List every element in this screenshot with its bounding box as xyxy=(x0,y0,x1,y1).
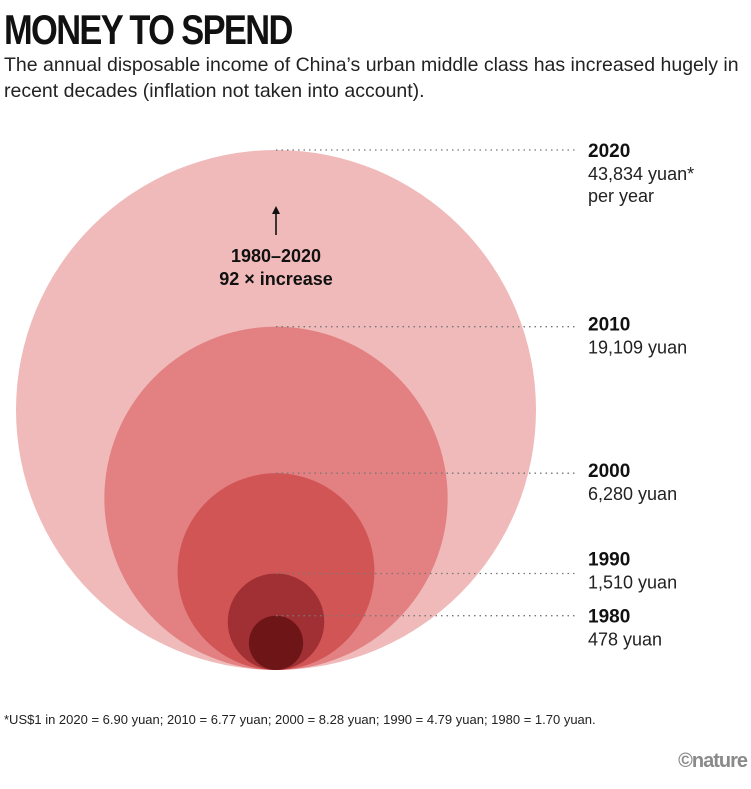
value-label-2020: per year xyxy=(588,186,654,206)
year-label-2010: 2010 xyxy=(588,315,630,336)
year-label-1980: 1980 xyxy=(588,607,630,628)
annotation-period: 1980–2020 xyxy=(231,246,321,266)
year-label-2000: 2000 xyxy=(588,461,630,482)
circle-1980 xyxy=(248,615,304,670)
value-label-2000: 6,280 yuan xyxy=(588,484,677,504)
value-label-2020: 43,834 yuan* xyxy=(588,164,694,184)
chart-subtitle: The annual disposable income of China’s … xyxy=(4,54,739,102)
year-label-1990: 1990 xyxy=(588,549,630,570)
chart-title: MONEY TO SPEND xyxy=(4,6,293,53)
arrow-head-icon xyxy=(272,206,280,214)
footnote: *US$1 in 2020 = 6.90 yuan; 2010 = 6.77 y… xyxy=(4,712,596,727)
value-label-1980: 478 yuan xyxy=(588,630,662,650)
value-label-2010: 19,109 yuan xyxy=(588,338,687,358)
circle-2000 xyxy=(177,473,375,670)
value-label-1990: 1,510 yuan xyxy=(588,572,677,592)
nature-credit: ©nature xyxy=(678,750,748,772)
year-label-2020: 2020 xyxy=(588,141,630,162)
annotation-increase: 92 × increase xyxy=(219,269,333,289)
